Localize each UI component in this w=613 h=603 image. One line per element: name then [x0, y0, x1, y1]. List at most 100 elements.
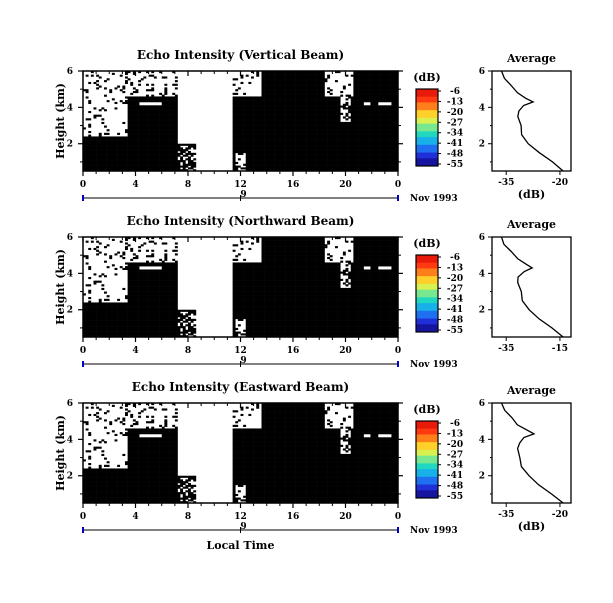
heatmap-cell [285, 136, 288, 138]
heatmap-cell [359, 84, 362, 86]
heatmap-cell [296, 129, 299, 131]
heatmap-cell [151, 146, 154, 148]
heatmap-cell [353, 91, 356, 93]
heatmap-cell [275, 104, 278, 106]
heatmap-cell [170, 151, 173, 153]
heatmap-cell [88, 160, 91, 162]
heatmap-cell [96, 140, 99, 142]
heatmap-cell [101, 310, 104, 312]
heatmap-cell [288, 84, 291, 86]
heatmap-cell [233, 106, 236, 108]
heatmap-cell [251, 76, 254, 78]
heatmap-cell [246, 135, 249, 137]
heatmap-cell [91, 308, 94, 310]
heatmap-cell [296, 147, 299, 149]
heatmap-cell [372, 122, 375, 124]
heatmap-cell [348, 95, 351, 97]
heatmap-cell [288, 127, 291, 129]
heatmap-cell [99, 136, 102, 138]
heatmap-cell [86, 138, 89, 140]
heatmap-cell [238, 96, 241, 98]
heatmap-cell [298, 166, 301, 168]
heatmap-cell [306, 115, 309, 117]
heatmap-cell [238, 135, 241, 137]
heatmap-cell [359, 135, 362, 137]
heatmap-cell [99, 242, 102, 244]
heatmap-cell [130, 126, 133, 128]
heatmap-cell [374, 122, 377, 124]
heatmap-cell [322, 160, 325, 162]
heatmap-cell [280, 116, 283, 118]
heatmap-cell [377, 153, 380, 155]
heatmap-cell [385, 142, 388, 144]
heatmap-cell [188, 153, 191, 155]
heatmap-cell [91, 241, 94, 243]
heatmap-cell [285, 106, 288, 108]
heatmap-cell [269, 80, 272, 82]
heatmap-cell [388, 144, 391, 146]
heatmap-cell [330, 147, 333, 149]
heatmap-cell [246, 138, 249, 140]
heatmap-cell [159, 93, 162, 95]
heatmap-cell [325, 107, 328, 109]
heatmap-cell [385, 98, 388, 100]
heatmap-cell [133, 160, 136, 162]
heatmap-cell [322, 155, 325, 157]
heatmap-cell [277, 118, 280, 120]
heatmap-cell [233, 118, 236, 120]
heatmap-cell [170, 160, 173, 162]
heatmap-cell [157, 136, 160, 138]
heatmap-cell [154, 76, 157, 78]
heatmap-cell [353, 120, 356, 122]
heatmap-cell [162, 164, 165, 166]
heatmap-cell [335, 104, 338, 106]
heatmap-cell [293, 100, 296, 102]
heatmap-cell [372, 76, 375, 78]
heatmap-cell [170, 155, 173, 157]
heatmap-cell [285, 146, 288, 148]
heatmap-cell [243, 116, 246, 118]
heatmap-cell [322, 78, 325, 80]
heatmap-cell [332, 146, 335, 148]
heatmap-cell [332, 129, 335, 131]
heatmap-cell [99, 317, 102, 319]
heatmap-cell [361, 76, 364, 78]
heatmap-cell [162, 124, 165, 126]
heatmap-cell [91, 304, 94, 306]
heatmap-cell [162, 76, 165, 78]
heatmap-cell [104, 95, 107, 97]
heatmap-cell [154, 118, 157, 120]
heatmap-cell [157, 167, 160, 169]
heatmap-cell [277, 95, 280, 97]
heatmap-cell [120, 306, 123, 308]
heatmap-cell [335, 147, 338, 149]
heatmap-cell [283, 136, 286, 138]
heatmap-cell [133, 113, 136, 115]
heatmap-cell [322, 93, 325, 95]
heatmap-cell [88, 135, 91, 137]
heatmap-cell [280, 160, 283, 162]
heatmap-cell [259, 155, 262, 157]
heatmap-cell [285, 91, 288, 93]
heatmap-cell [259, 160, 262, 162]
heatmap-cell [309, 149, 312, 151]
heatmap-cell [372, 158, 375, 160]
heatmap-cell [309, 118, 312, 120]
heatmap-cell [162, 116, 165, 118]
heatmap-cell [143, 96, 146, 98]
heatmap-cell [109, 140, 112, 142]
heatmap-cell [109, 330, 112, 332]
heatmap-cell [293, 91, 296, 93]
heatmap-cell [351, 162, 354, 164]
heatmap-cell [309, 111, 312, 113]
heatmap-cell [367, 96, 370, 98]
heatmap-cell [369, 113, 372, 115]
heatmap-cell [259, 126, 262, 128]
heatmap-cell [130, 156, 133, 158]
heatmap-cell [117, 319, 120, 321]
heatmap-cell [304, 98, 307, 100]
heatmap-cell [380, 122, 383, 124]
heatmap-cell [122, 313, 125, 315]
heatmap-cell [356, 80, 359, 82]
heatmap-cell [272, 153, 275, 155]
